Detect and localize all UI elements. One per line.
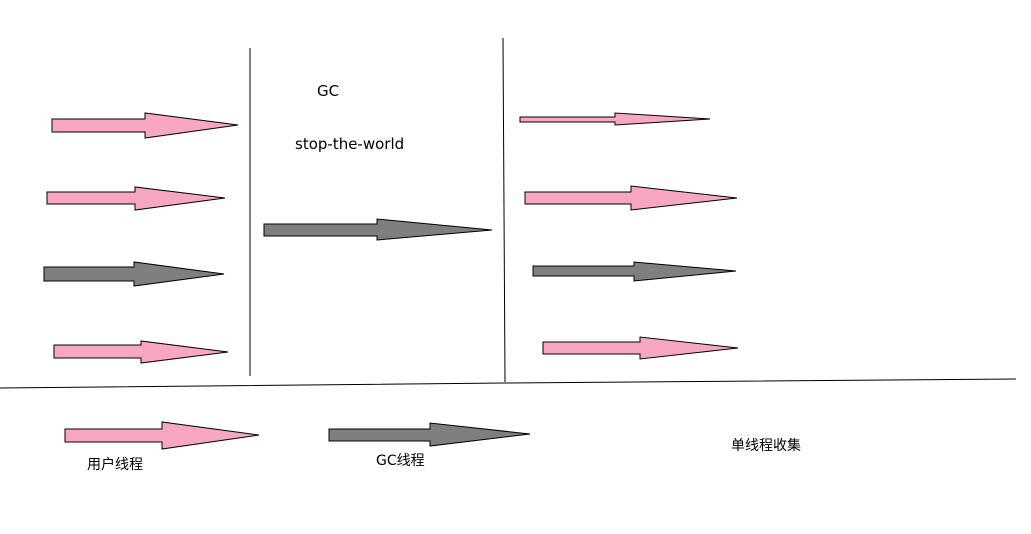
user-thread-arrow: [524, 185, 738, 211]
user-thread-arrow: [51, 112, 239, 139]
divider-line-right: [502, 37, 506, 383]
legend-user-thread-arrow: [64, 421, 260, 450]
user-thread-arrow: [53, 340, 229, 364]
gc-thread-arrow: [263, 218, 493, 241]
legend-gc-thread-label: GC线程: [376, 453, 425, 469]
user-thread-arrow: [519, 112, 711, 126]
caption-label: 单线程收集: [731, 438, 801, 454]
user-thread-arrow: [542, 336, 739, 360]
gc-thread-arrow: [43, 261, 225, 287]
baseline: [0, 378, 1017, 389]
gc-thread-arrow: [532, 261, 737, 282]
stop-the-world-label: stop-the-world: [295, 135, 405, 153]
legend-gc-thread-arrow: [328, 422, 531, 447]
user-thread-arrow: [46, 186, 226, 211]
gc-label: GC: [317, 82, 340, 100]
legend-user-thread-label: 用户线程: [87, 457, 143, 473]
